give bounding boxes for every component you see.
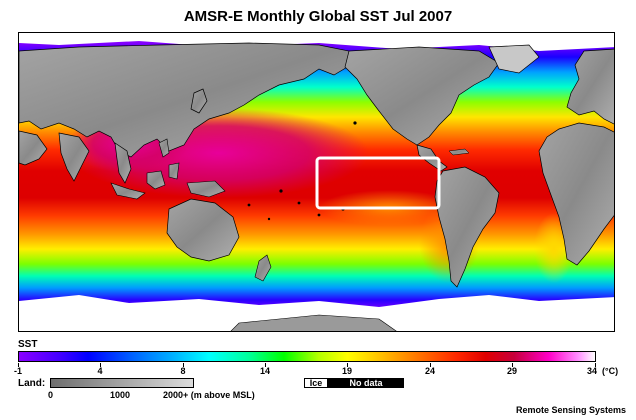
land-antarctica	[19, 295, 614, 331]
sst-tick	[512, 363, 513, 367]
highlight-box	[315, 156, 441, 210]
sst-tick-label: 8	[180, 366, 186, 376]
sst-tick	[265, 363, 266, 367]
sst-tick	[430, 363, 431, 367]
land-africa	[538, 122, 614, 266]
land-scale-label: Land:	[18, 378, 46, 389]
sst-tick-label: 19	[341, 366, 353, 376]
sst-tick	[183, 363, 184, 367]
sst-map	[18, 32, 615, 332]
sst-unit-label: (°C)	[602, 366, 619, 376]
credit-label: Remote Sensing Systems	[515, 405, 626, 415]
sst-tick-label: -1	[13, 366, 23, 376]
land-tick-label: 1000	[110, 390, 131, 400]
land-elevation-bar	[50, 378, 194, 388]
sst-tick	[595, 363, 596, 367]
land-europe	[566, 48, 614, 125]
sst-tick	[100, 363, 101, 367]
sst-scale-label: SST	[18, 339, 38, 350]
land-india	[58, 132, 90, 182]
ice-key: Ice	[304, 378, 328, 388]
land-australia	[166, 198, 240, 262]
no-data-key: No data	[328, 378, 404, 388]
land-tick-label: 2000+ (m above MSL)	[163, 390, 255, 400]
sst-tick-label: 34	[586, 366, 598, 376]
sst-tick-label: 24	[424, 366, 436, 376]
sst-tick	[347, 363, 348, 367]
sst-tick-label: 14	[259, 366, 271, 376]
sst-tick-label: 29	[506, 366, 518, 376]
land-tick-label: 0	[48, 390, 54, 400]
sst-colorbar	[18, 351, 596, 362]
sst-tick	[18, 363, 19, 367]
sst-tick-label: 4	[97, 366, 103, 376]
map-title: AMSR-E Monthly Global SST Jul 2007	[183, 8, 453, 25]
